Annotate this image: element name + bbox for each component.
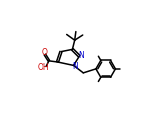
Text: OH: OH bbox=[38, 64, 49, 72]
Text: N: N bbox=[78, 51, 83, 60]
Text: N: N bbox=[72, 62, 78, 71]
Text: O: O bbox=[42, 48, 48, 57]
